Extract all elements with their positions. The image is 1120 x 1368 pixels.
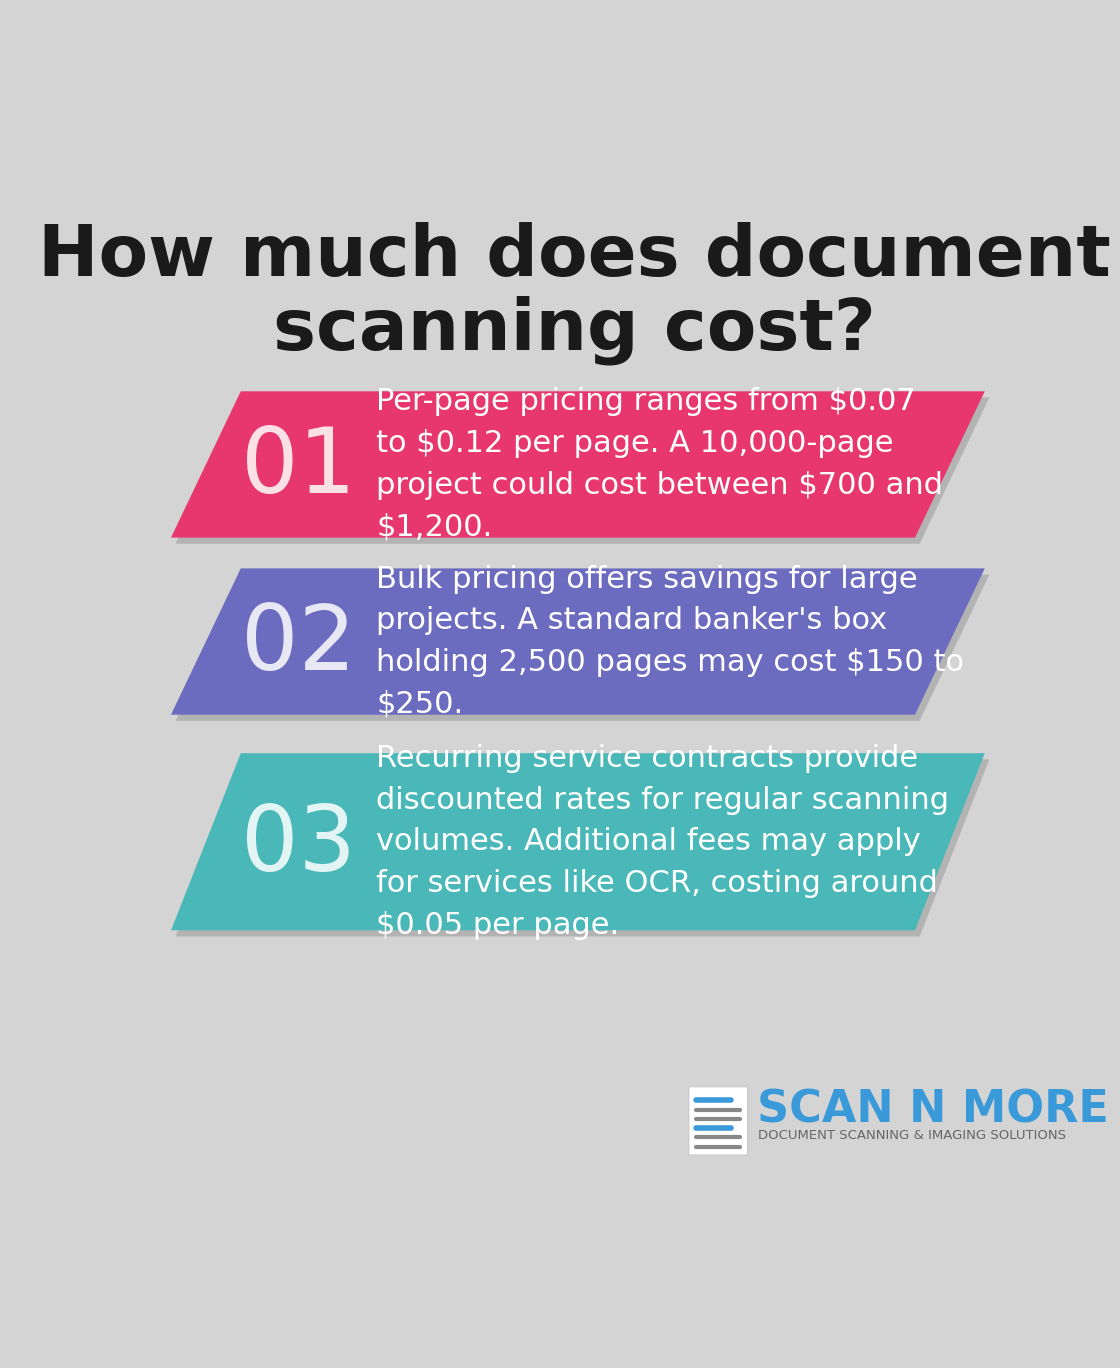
Text: How much does document: How much does document [38, 222, 1110, 291]
Text: DOCUMENT SCANNING & IMAGING SOLUTIONS: DOCUMENT SCANNING & IMAGING SOLUTIONS [758, 1130, 1066, 1142]
Text: Recurring service contracts provide
discounted rates for regular scanning
volume: Recurring service contracts provide disc… [376, 744, 950, 940]
Polygon shape [171, 754, 984, 930]
Polygon shape [176, 398, 989, 543]
Text: 01: 01 [242, 424, 356, 512]
Polygon shape [171, 391, 984, 538]
Text: scanning cost?: scanning cost? [272, 295, 876, 364]
Text: Per-page pricing ranges from $0.07
to $0.12 per page. A 10,000-page
project coul: Per-page pricing ranges from $0.07 to $0… [376, 387, 943, 542]
Text: 02: 02 [242, 602, 356, 689]
Polygon shape [176, 759, 989, 937]
Text: 03: 03 [242, 802, 356, 889]
FancyBboxPatch shape [689, 1086, 748, 1155]
Text: SCAN N MORE: SCAN N MORE [757, 1088, 1109, 1131]
Polygon shape [176, 575, 989, 721]
Polygon shape [171, 569, 984, 714]
Text: Bulk pricing offers savings for large
projects. A standard banker's box
holding : Bulk pricing offers savings for large pr… [376, 565, 964, 718]
